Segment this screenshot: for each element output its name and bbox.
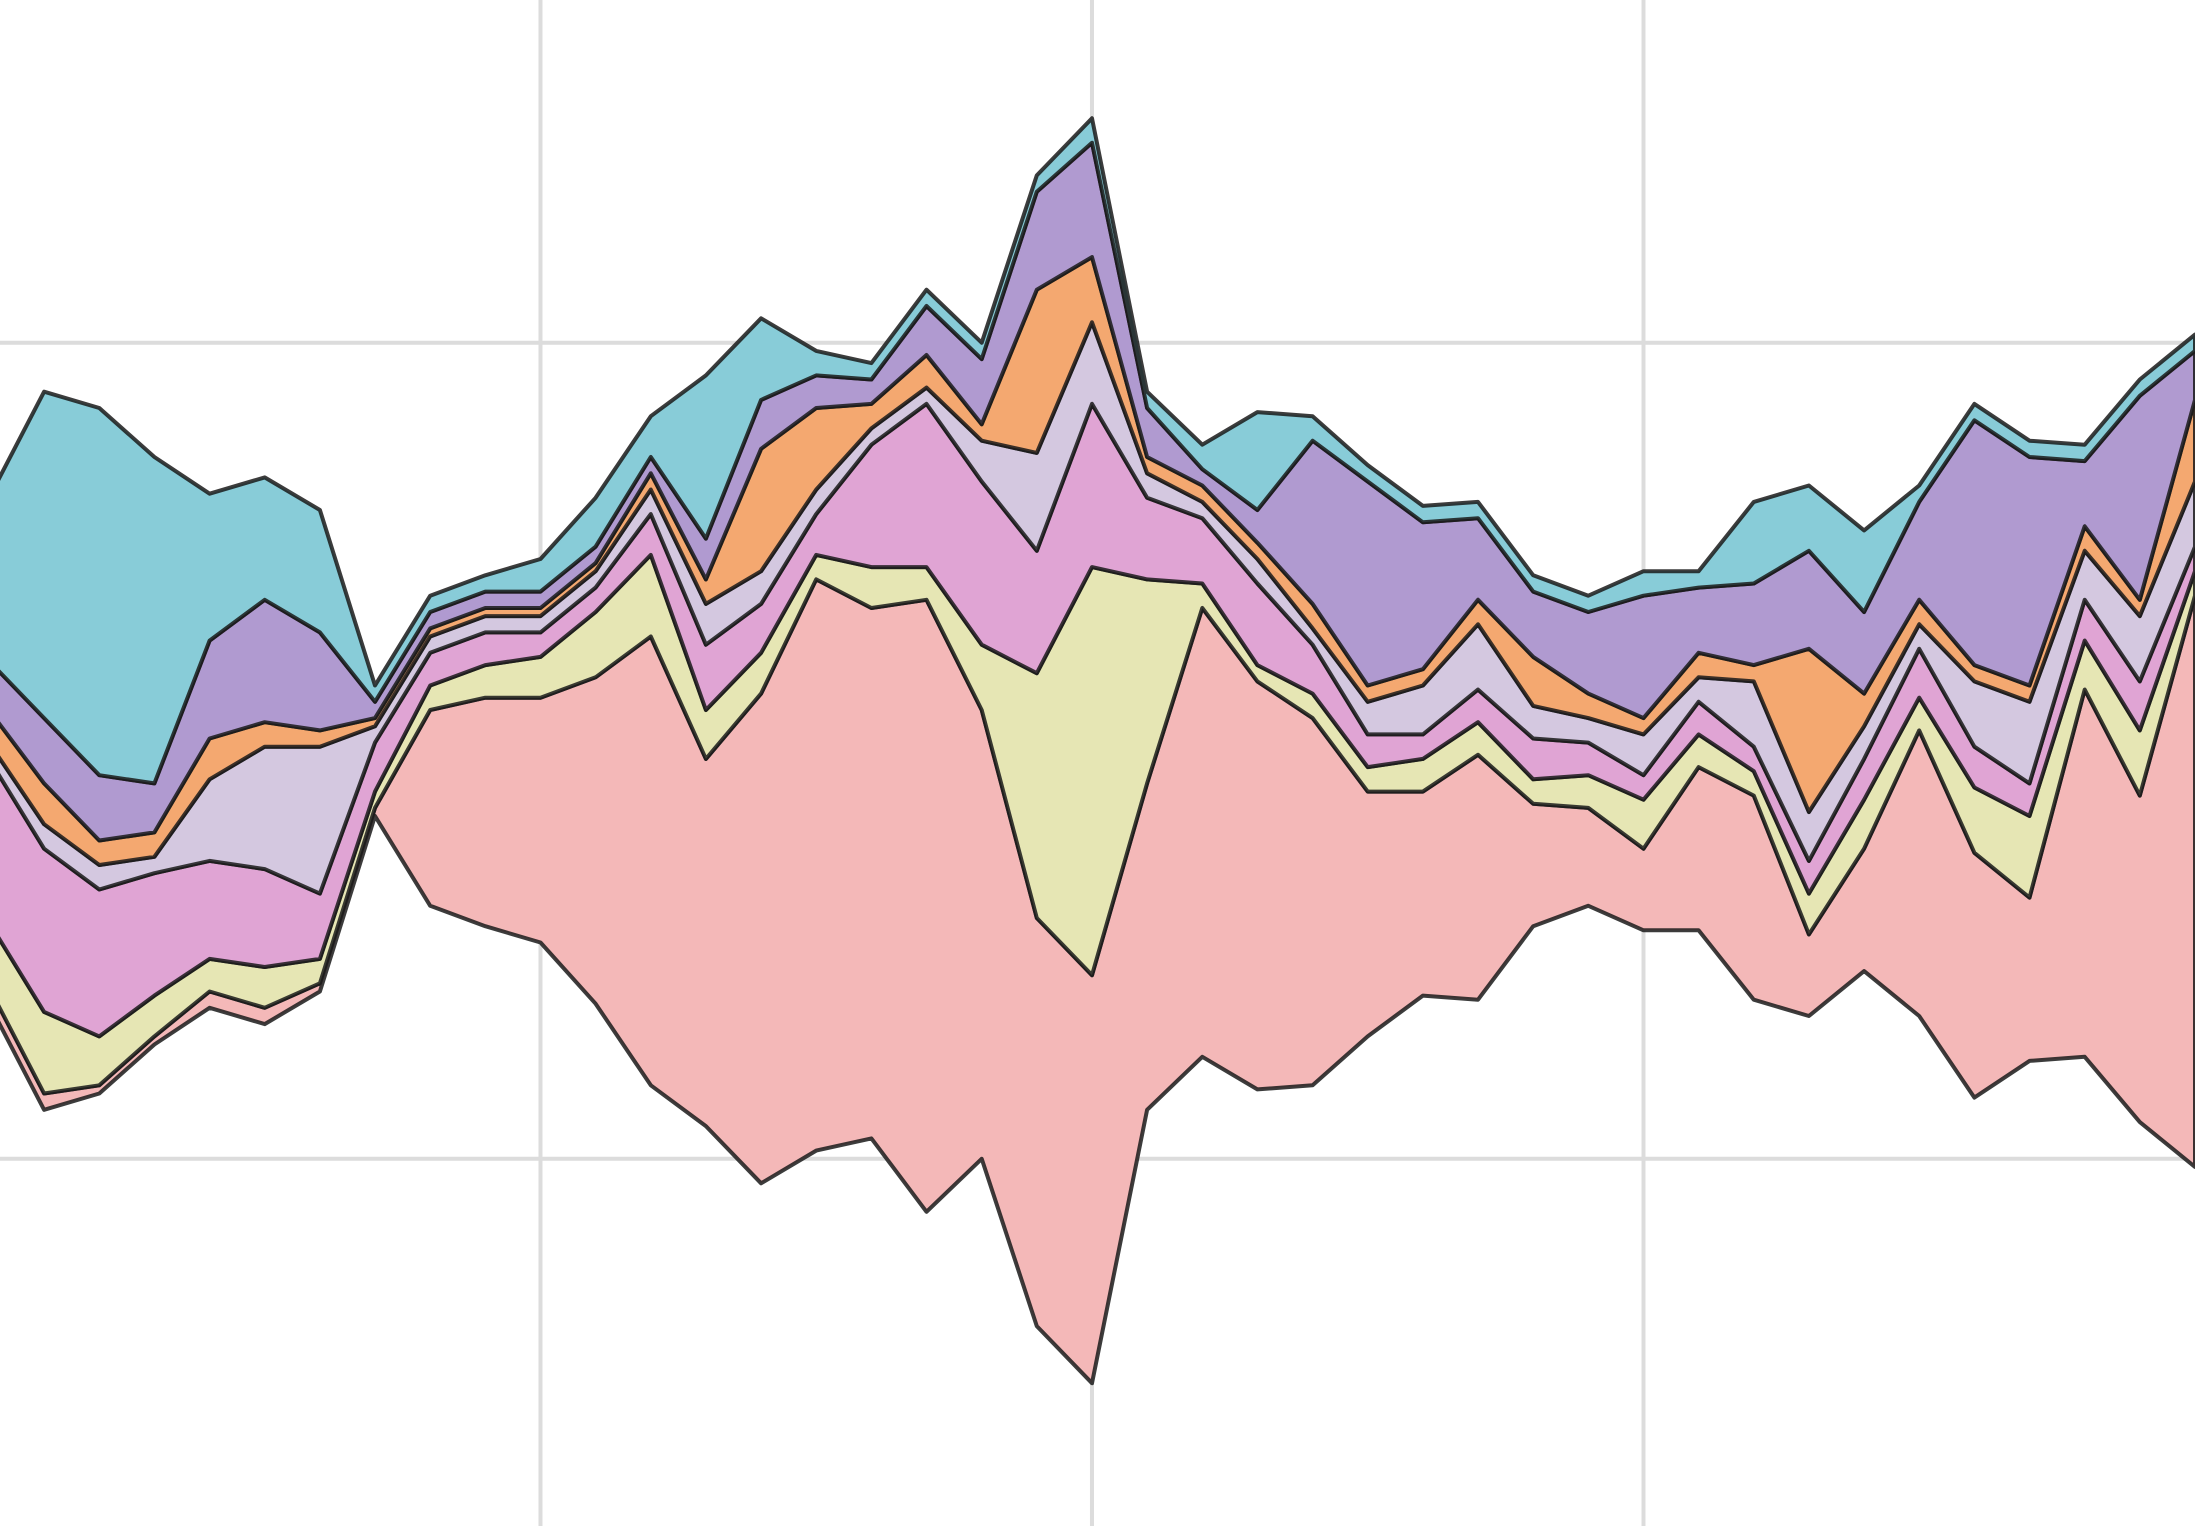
stream-layer	[0, 116, 2195, 786]
